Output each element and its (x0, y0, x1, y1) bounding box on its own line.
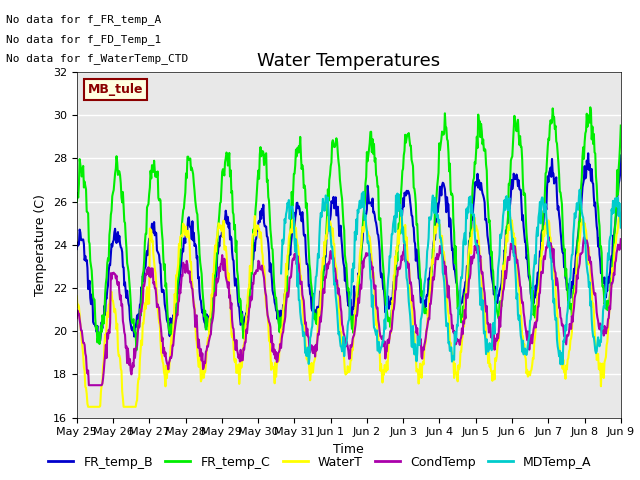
X-axis label: Time: Time (333, 443, 364, 456)
Y-axis label: Temperature (C): Temperature (C) (35, 194, 47, 296)
Text: No data for f_FD_Temp_1: No data for f_FD_Temp_1 (6, 34, 162, 45)
Legend: FR_temp_B, FR_temp_C, WaterT, CondTemp, MDTemp_A: FR_temp_B, FR_temp_C, WaterT, CondTemp, … (44, 451, 596, 474)
Text: MB_tule: MB_tule (88, 83, 143, 96)
Title: Water Temperatures: Water Temperatures (257, 52, 440, 71)
Text: No data for f_FR_temp_A: No data for f_FR_temp_A (6, 14, 162, 25)
Text: No data for f_WaterTemp_CTD: No data for f_WaterTemp_CTD (6, 53, 189, 64)
